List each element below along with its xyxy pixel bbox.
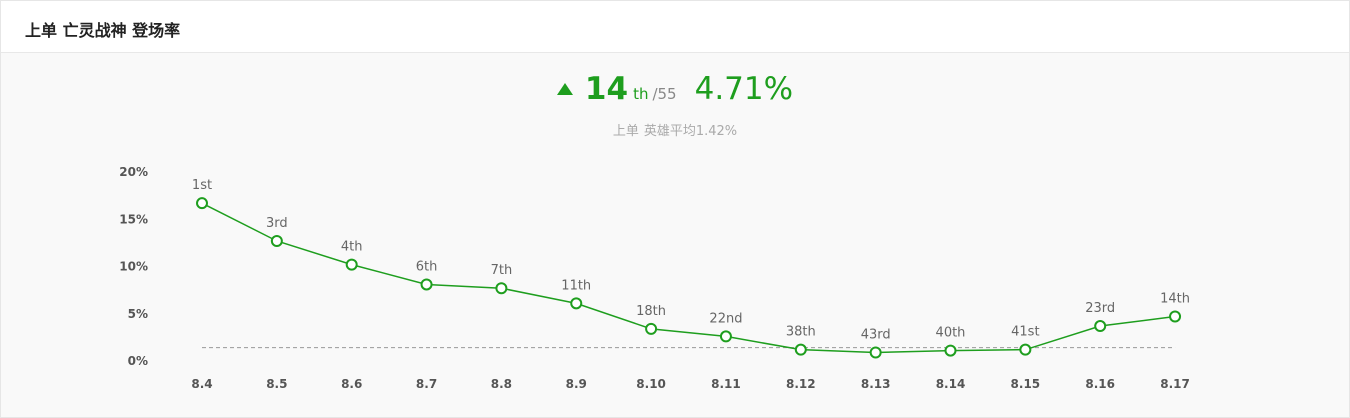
x-tick-label: 8.10 — [636, 377, 666, 391]
x-tick-label: 8.4 — [191, 377, 212, 391]
y-tick-label: 15% — [119, 212, 148, 226]
x-tick-label: 8.11 — [711, 377, 741, 391]
data-label: 6th — [416, 259, 438, 274]
data-label: 11th — [561, 278, 591, 293]
data-point — [869, 346, 882, 359]
series-line — [201, 202, 1176, 354]
data-label: 41st — [1011, 325, 1039, 340]
panel-body: 14 th /55 4.71% 上单 英雄平均1.42% — [1, 53, 1349, 417]
rank-summary: 14 th /55 4.71% — [1, 71, 1349, 111]
y-tick-label: 0% — [128, 354, 148, 368]
data-point — [196, 197, 208, 210]
triangle-up-icon — [556, 83, 573, 95]
data-label: 40th — [936, 326, 966, 341]
data-label: 18th — [636, 304, 666, 319]
x-tick-label: 8.9 — [566, 377, 587, 391]
data-point — [270, 234, 283, 247]
data-label: 1st — [192, 178, 212, 193]
data-label: 14th — [1160, 291, 1190, 306]
data-label: 23rd — [1085, 301, 1115, 316]
data-point — [420, 278, 433, 291]
data-point — [570, 297, 583, 310]
data-point — [1019, 343, 1032, 356]
y-tick-label: 20% — [119, 165, 148, 179]
x-tick-label: 8.13 — [861, 377, 891, 391]
x-tick-label: 8.16 — [1085, 377, 1115, 391]
x-tick-label: 8.12 — [786, 377, 816, 391]
data-point — [719, 330, 732, 343]
data-point — [345, 258, 358, 271]
x-tick-label: 8.5 — [266, 377, 287, 391]
average-line-text: 上单 英雄平均1.42% — [1, 120, 1349, 139]
panel-header: 上单 亡灵战神 登场率 — [1, 1, 1349, 53]
x-tick-label: 8.7 — [416, 377, 437, 391]
data-label: 22nd — [709, 311, 742, 326]
pick-rate: 4.71% — [694, 71, 794, 107]
panel-title: 上单 亡灵战神 登场率 — [25, 21, 181, 40]
x-tick-label: 8.17 — [1160, 377, 1190, 391]
rank-suffix: th — [633, 85, 649, 103]
y-tick-label: 10% — [119, 260, 148, 274]
data-point — [645, 322, 658, 335]
x-tick-label: 8.8 — [491, 377, 512, 391]
line-chart: 0% 5% 10% 15% 20% 8.4 8.5 8.6 8.7 8.8 8.9 8.10 8.11 8… — [119, 165, 1190, 391]
data-point — [1169, 310, 1182, 323]
avg-label: 英雄平均1.42% — [643, 124, 738, 139]
rank-number: 14 — [584, 71, 629, 107]
data-label: 7th — [491, 263, 513, 278]
rank-total: /55 — [652, 85, 677, 103]
data-label: 4th — [341, 240, 363, 255]
data-label: 38th — [786, 325, 816, 340]
data-label: 3rd — [266, 216, 288, 231]
data-point — [944, 344, 957, 357]
data-point — [1094, 320, 1107, 333]
x-tick-label: 8.15 — [1011, 377, 1041, 391]
data-point — [794, 343, 807, 356]
x-tick-label: 8.6 — [341, 377, 362, 391]
data-label: 43rd — [861, 327, 891, 342]
avg-position: 上单 — [612, 124, 639, 139]
y-tick-label: 5% — [128, 307, 148, 321]
x-tick-label: 8.14 — [936, 377, 966, 391]
data-point — [495, 282, 508, 295]
